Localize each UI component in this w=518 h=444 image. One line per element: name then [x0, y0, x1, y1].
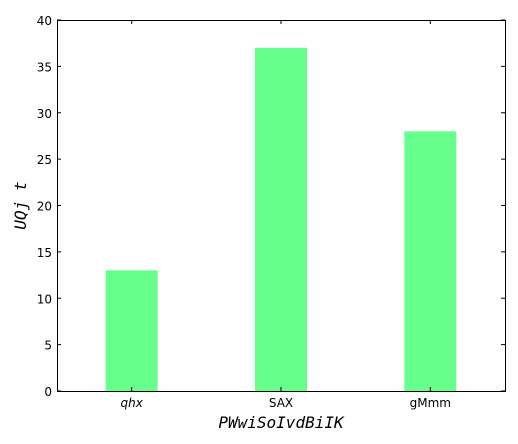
x-axis-label: PWwiSoIvdBiIK: [218, 413, 345, 432]
y-tick-label: 40: [37, 14, 52, 28]
bar-SAX: [255, 47, 307, 391]
bar-qhx: [105, 270, 158, 391]
y-tick-label: 25: [37, 153, 52, 167]
y-tick-label: 15: [37, 246, 52, 260]
y-tick-label: 10: [37, 292, 52, 306]
x-tick-label: qhx: [121, 396, 144, 410]
y-tick-label: 35: [37, 60, 52, 74]
bar-gMmm: [404, 131, 457, 392]
bars: [105, 47, 457, 392]
y-tick-label: 20: [37, 200, 52, 214]
y-axis-label: UQj t: [11, 181, 30, 229]
y-tick-label: 0: [44, 385, 52, 399]
y-tick-label: 5: [44, 339, 52, 353]
x-tick-label: SAX: [269, 396, 293, 410]
axis-ticks: [57, 19, 505, 392]
tick-labels: qhx SAX gMmm 0 5 10 15 20 25 30 35 40: [37, 14, 451, 410]
x-tick-label: gMmm: [410, 396, 451, 410]
y-tick-label: 30: [37, 107, 52, 121]
